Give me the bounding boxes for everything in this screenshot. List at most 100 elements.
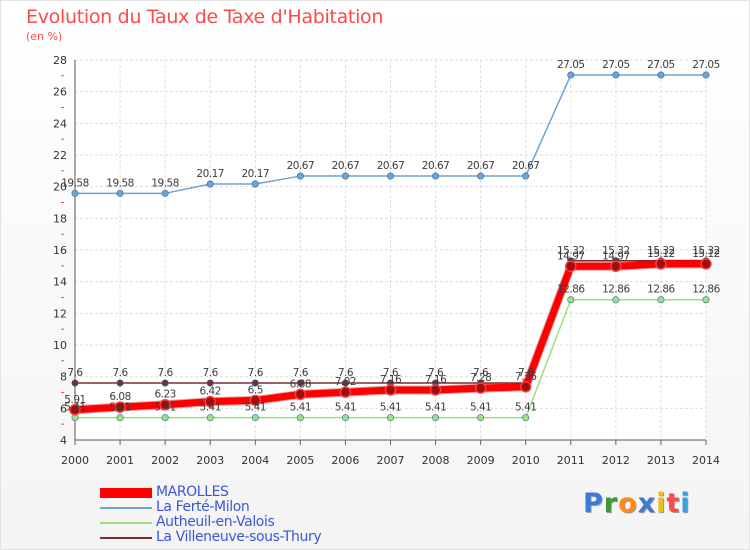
data-point-la-ferte-milon xyxy=(522,172,530,180)
data-label-autheuil-en-valois: 12.86 xyxy=(647,284,675,296)
x-tick-label: 2007 xyxy=(377,454,405,467)
data-label-marolles: 5.91 xyxy=(64,394,85,406)
data-label-la-ferte-milon: 20.67 xyxy=(512,160,540,172)
legend-label: Autheuil-en-Valois xyxy=(156,514,275,530)
data-point-la-villeneuve-sous-thury xyxy=(161,379,169,387)
data-point-la-ferte-milon xyxy=(251,180,259,188)
data-label-marolles: 6.5 xyxy=(248,384,263,396)
data-point-la-villeneuve-sous-thury xyxy=(341,379,349,387)
data-point-la-ferte-milon xyxy=(71,189,79,197)
y-tick-label: 12 xyxy=(53,307,67,320)
data-label-la-ferte-milon: 20.17 xyxy=(196,168,224,180)
y-tick-label: 26 xyxy=(53,86,67,99)
y-tick-label: 14 xyxy=(53,276,67,289)
data-label-la-villeneuve-sous-thury: 7.6 xyxy=(338,367,354,379)
data-point-marolles xyxy=(159,398,171,411)
data-point-marolles xyxy=(204,395,216,408)
data-label-la-ferte-milon: 19.58 xyxy=(151,177,179,189)
data-label-la-ferte-milon: 27.05 xyxy=(602,59,630,71)
data-point-marolles xyxy=(610,260,622,273)
x-tick-label: 2013 xyxy=(647,454,675,467)
data-point-la-ferte-milon xyxy=(116,189,124,197)
data-label-autheuil-en-valois: 5.41 xyxy=(64,402,85,414)
x-tick-label: 2008 xyxy=(422,454,450,467)
legend-label: La Ferté-Milon xyxy=(156,499,250,515)
data-label-marolles: 7.36 xyxy=(515,371,537,383)
data-label-la-villeneuve-sous-thury: 15.32 xyxy=(602,245,630,257)
legend-label: MAROLLES xyxy=(156,484,229,500)
data-label-la-villeneuve-sous-thury: 15.32 xyxy=(647,245,675,257)
data-point-la-villeneuve-sous-thury xyxy=(71,379,79,387)
data-label-marolles: 7.02 xyxy=(335,376,356,388)
data-label-la-ferte-milon: 20.17 xyxy=(242,168,270,180)
data-point-autheuil-en-valois xyxy=(522,414,530,422)
y-tick-label: 6 xyxy=(60,402,67,415)
data-label-la-ferte-milon: 20.67 xyxy=(377,160,405,172)
x-tick-label: 2000 xyxy=(61,454,89,467)
data-label-autheuil-en-valois: 5.41 xyxy=(154,402,175,414)
data-point-la-ferte-milon xyxy=(477,172,485,180)
data-label-marolles: 14.97 xyxy=(602,250,630,262)
data-label-la-ferte-milon: 27.05 xyxy=(692,59,720,71)
data-label-la-ferte-milon: 20.67 xyxy=(422,160,450,172)
data-label-marolles: 7.16 xyxy=(425,374,447,386)
data-label-la-villeneuve-sous-thury: 7.6 xyxy=(383,367,399,379)
data-point-la-villeneuve-sous-thury xyxy=(116,379,124,387)
y-tick-label: 4 xyxy=(60,434,67,447)
legend-swatch xyxy=(100,537,152,539)
data-label-autheuil-en-valois: 12.86 xyxy=(692,284,720,296)
y-tick-label: 22 xyxy=(53,149,67,162)
data-label-la-villeneuve-sous-thury: 7.6 xyxy=(158,367,174,379)
legend-label: La Villeneuve-sous-Thury xyxy=(156,529,322,545)
data-label-la-villeneuve-sous-thury: 7.6 xyxy=(67,367,83,379)
data-point-la-ferte-milon xyxy=(386,172,394,180)
x-tick-label: 2002 xyxy=(151,454,179,467)
data-point-autheuil-en-valois xyxy=(477,414,485,422)
legend-swatch xyxy=(100,522,152,524)
data-label-autheuil-en-valois: 5.41 xyxy=(109,402,130,414)
data-point-marolles xyxy=(700,258,712,270)
data-point-la-villeneuve-sous-thury xyxy=(206,379,214,387)
data-point-la-ferte-milon xyxy=(296,172,304,180)
data-point-autheuil-en-valois xyxy=(161,414,169,422)
y-tick-label: 24 xyxy=(53,117,67,130)
y-tick-label: 16 xyxy=(53,244,67,257)
data-point-marolles xyxy=(655,258,667,270)
data-point-autheuil-en-valois xyxy=(251,414,259,422)
data-point-la-ferte-milon xyxy=(206,180,214,188)
data-label-la-villeneuve-sous-thury: 15.32 xyxy=(692,245,720,257)
data-label-la-villeneuve-sous-thury: 7.6 xyxy=(293,367,309,379)
x-tick-label: 2003 xyxy=(196,454,224,467)
data-label-autheuil-en-valois: 5.41 xyxy=(515,402,536,414)
x-tick-label: 2009 xyxy=(467,454,495,467)
data-label-autheuil-en-valois: 5.41 xyxy=(470,402,491,414)
x-tick-label: 2012 xyxy=(602,454,630,467)
data-label-autheuil-en-valois: 5.41 xyxy=(290,402,311,414)
data-label-la-villeneuve-sous-thury: 7.6 xyxy=(248,367,264,379)
data-label-la-ferte-milon: 27.05 xyxy=(557,59,585,71)
data-label-autheuil-en-valois: 5.41 xyxy=(425,402,446,414)
data-point-marolles xyxy=(384,384,397,396)
data-point-la-ferte-milon xyxy=(161,189,169,197)
data-point-marolles xyxy=(294,388,307,401)
data-label-marolles: 6.88 xyxy=(290,378,311,390)
data-point-la-ferte-milon xyxy=(432,172,440,180)
data-label-marolles: 7.16 xyxy=(380,374,402,386)
data-point-la-villeneuve-sous-thury xyxy=(296,379,304,387)
data-label-la-villeneuve-sous-thury: 7.6 xyxy=(203,367,219,379)
legend-swatch xyxy=(100,507,152,509)
data-label-la-villeneuve-sous-thury: 7.6 xyxy=(112,367,128,379)
data-label-autheuil-en-valois: 5.41 xyxy=(380,402,401,414)
x-tick-label: 2010 xyxy=(512,454,540,467)
x-tick-label: 2014 xyxy=(692,454,720,467)
data-point-marolles xyxy=(339,386,352,398)
data-point-marolles xyxy=(69,404,81,416)
x-tick-label: 2006 xyxy=(331,454,359,467)
y-tick-label: 18 xyxy=(53,212,67,225)
data-label-la-ferte-milon: 19.58 xyxy=(61,177,89,189)
data-point-la-villeneuve-sous-thury xyxy=(251,379,259,387)
data-label-marolles: 6.08 xyxy=(109,391,130,403)
data-point-autheuil-en-valois xyxy=(386,414,394,422)
data-point-marolles xyxy=(565,260,577,273)
